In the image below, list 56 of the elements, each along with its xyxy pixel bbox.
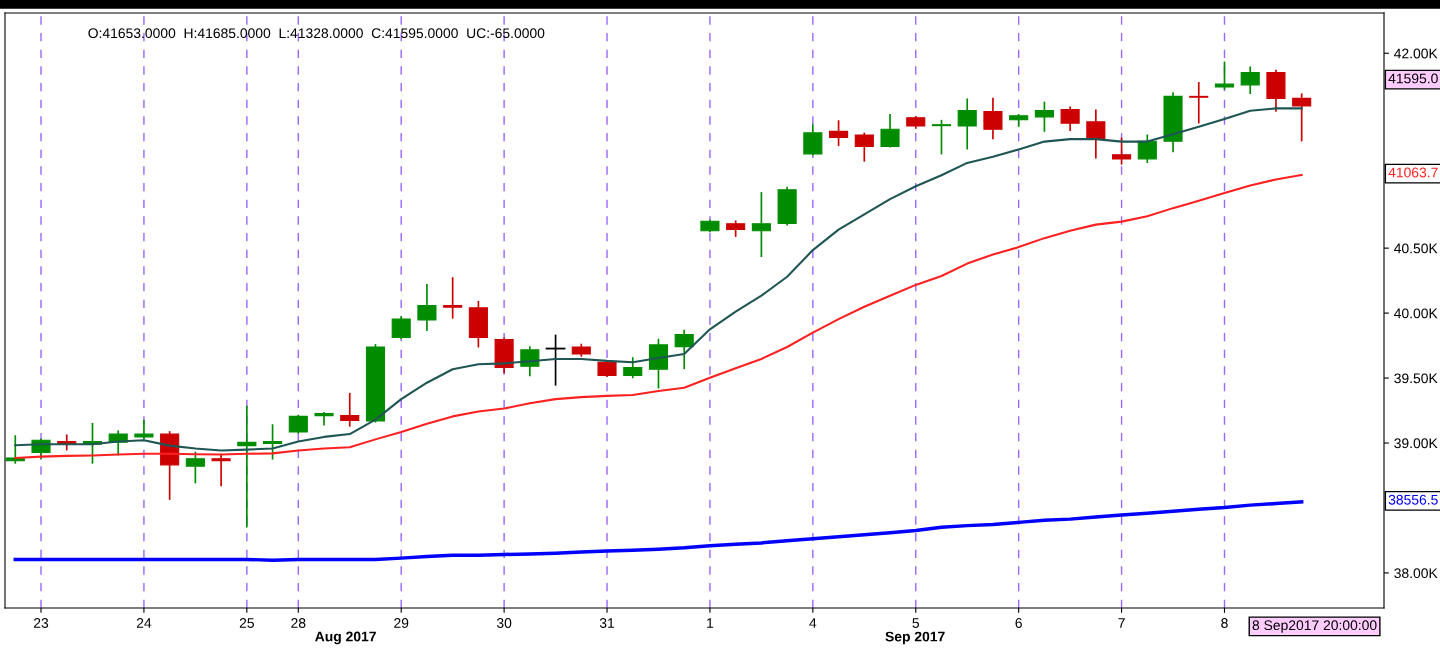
candlestick xyxy=(340,392,360,427)
x-tick-label: 29 xyxy=(394,618,409,628)
x-tick-label: 24 xyxy=(136,618,152,628)
text: Aug 2017 xyxy=(315,631,376,645)
candlestick xyxy=(1214,61,1235,90)
y-tick-label: 40.50K xyxy=(1394,243,1438,254)
y-tick-label: 40.00K xyxy=(1394,308,1438,319)
x-tick-label: 5 xyxy=(912,618,920,628)
x-tick-label: 30 xyxy=(496,618,512,628)
text: 41063.7 xyxy=(1388,167,1438,178)
y-tick-label: 39.50K xyxy=(1394,373,1438,384)
text: 8 Sep2017 20:00:00 xyxy=(1252,620,1377,633)
candlestick xyxy=(957,98,977,150)
text: Sep 2017 xyxy=(885,631,945,645)
candlestick xyxy=(314,411,334,426)
candlestick xyxy=(443,277,463,319)
x-tick-label: 25 xyxy=(239,618,254,628)
candlestick xyxy=(674,329,694,370)
candlestick xyxy=(1292,93,1312,142)
candlestick xyxy=(1086,109,1106,159)
x-tick-label: 1 xyxy=(707,618,714,628)
candlestick xyxy=(1060,106,1080,131)
candlestick xyxy=(983,97,1003,140)
candlestick xyxy=(211,453,231,487)
x-tick-label: 23 xyxy=(33,618,49,628)
text: 41595.0 xyxy=(1388,73,1438,84)
candlestick xyxy=(803,124,823,156)
candlestick xyxy=(1137,134,1157,163)
x-tick-label: 28 xyxy=(291,618,306,628)
candlestick xyxy=(391,316,411,340)
candlestick xyxy=(417,284,437,331)
candlestick xyxy=(623,357,643,379)
x-tick-label: 8 xyxy=(1221,618,1228,628)
candlestick xyxy=(1240,66,1260,94)
x-tick-label: 6 xyxy=(1015,618,1022,628)
candlestick xyxy=(134,419,154,440)
y-tick-label: 38.00K xyxy=(1394,568,1438,579)
candlestick xyxy=(185,451,205,484)
candlestick xyxy=(263,424,283,460)
candlestick xyxy=(545,334,566,386)
x-tick-label: 31 xyxy=(599,618,615,628)
candlestick xyxy=(1034,101,1054,132)
line-series xyxy=(13,500,1304,562)
candlestick xyxy=(751,192,771,258)
x-tick-label: 7 xyxy=(1118,618,1125,628)
candlestick xyxy=(1112,137,1132,165)
candlestick xyxy=(1189,82,1209,124)
text: 38556.5 xyxy=(1388,494,1438,505)
candlestick xyxy=(829,120,849,147)
candlestick xyxy=(880,114,900,148)
y-tick-label: 39.00K xyxy=(1394,438,1438,449)
candlestick xyxy=(854,132,874,162)
candlestick xyxy=(931,119,952,155)
y-tick-label: 42.00K xyxy=(1394,48,1438,59)
x-tick-label: 4 xyxy=(809,618,817,628)
annotation: O:41653.0000 H:41685.0000 L:41328.0000 C:41595.0000 UC:-65.0000 xyxy=(88,28,545,39)
